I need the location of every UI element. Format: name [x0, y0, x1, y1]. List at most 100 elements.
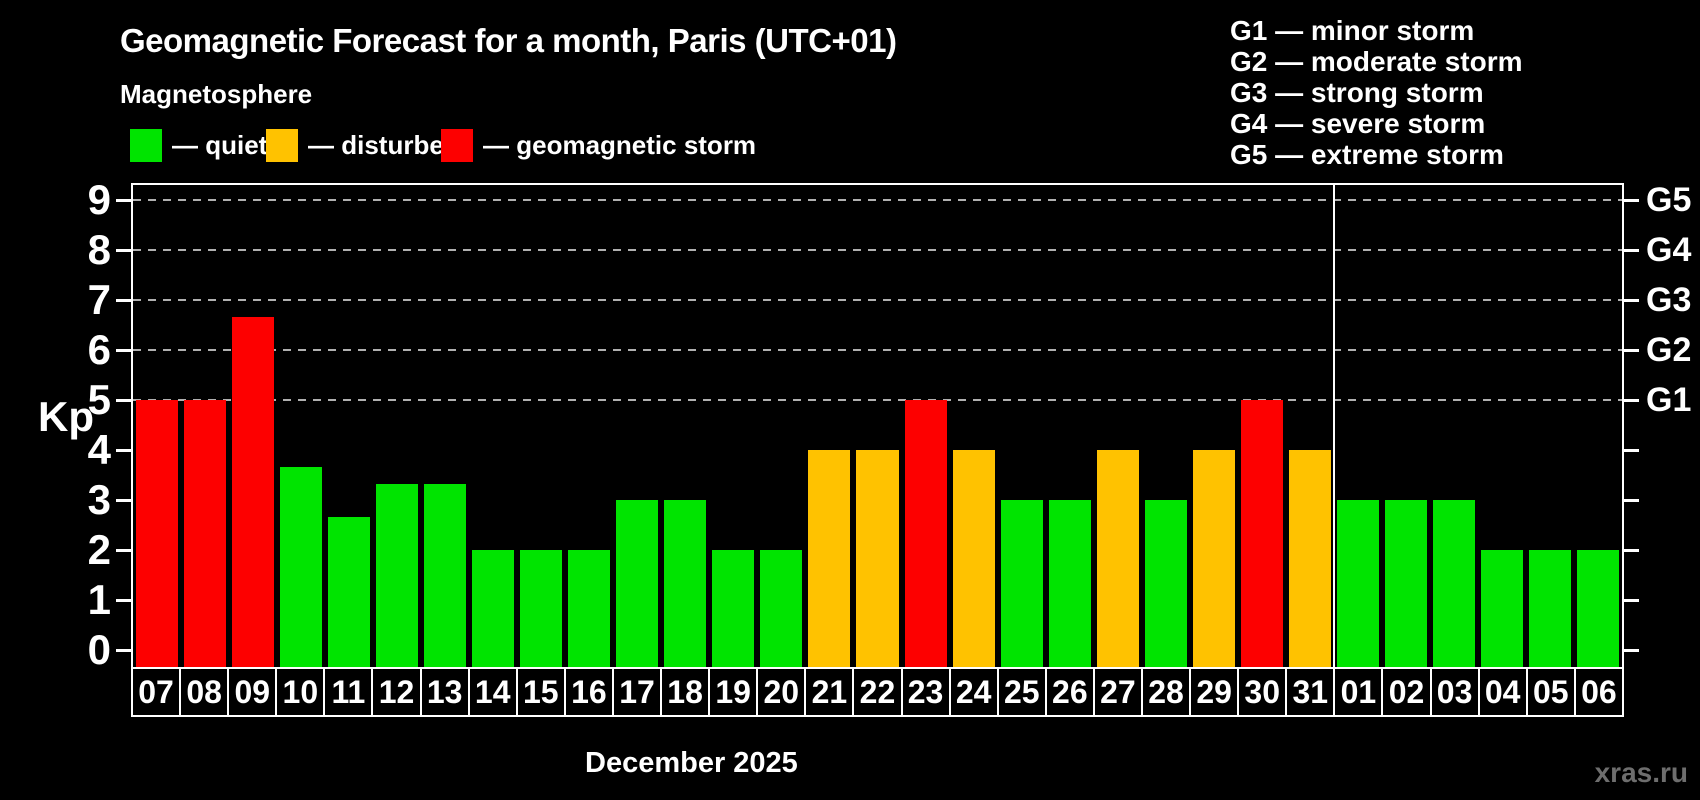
g-tick-label-g2: G2 — [1646, 331, 1692, 369]
day-label-25: 25 — [998, 669, 1047, 715]
day-label-12: 12 — [373, 669, 422, 715]
day-label-13: 13 — [421, 669, 470, 715]
day-label-21: 21 — [806, 669, 855, 715]
kp-bar-day-22 — [856, 450, 899, 667]
kp-bar-day-05 — [1528, 550, 1571, 667]
y-tick-right-3 — [1624, 499, 1639, 502]
kp-bar-day-24 — [952, 450, 995, 667]
day-label-29: 29 — [1191, 669, 1240, 715]
kp-bar-day-04 — [1480, 550, 1523, 667]
day-label-30: 30 — [1239, 669, 1288, 715]
kp-bar-day-27 — [1096, 450, 1139, 667]
kp-bar-day-13 — [424, 483, 467, 667]
x-axis-day-labels: 07 08 09 10 11 12 13 14 15 16 17 18 19 20 21 22 23 24 25 26… — [131, 667, 1624, 717]
day-label-02: 02 — [1383, 669, 1432, 715]
y-tick-left-7 — [116, 299, 131, 302]
storm-legend-label: — geomagnetic storm — [483, 130, 757, 160]
kp-bar-day-11 — [328, 516, 371, 667]
day-label-04: 04 — [1479, 669, 1528, 715]
y-tick-right-5 — [1624, 399, 1639, 402]
kp-bar-day-25 — [1000, 500, 1043, 667]
kp-bar-day-06 — [1576, 550, 1619, 667]
day-label-26: 26 — [1046, 669, 1095, 715]
y-tick-left-1 — [116, 599, 131, 602]
y-tick-left-2 — [116, 549, 131, 552]
kp-bar-day-26 — [1048, 500, 1091, 667]
y-tick-label-2: 2 — [87, 526, 111, 573]
g-tick-label-g4: G4 — [1646, 231, 1692, 269]
y-tick-label-7: 7 — [87, 276, 111, 323]
day-label-28: 28 — [1142, 669, 1192, 715]
day-label-24: 24 — [950, 669, 999, 715]
page-title: Geomagnetic Forecast for a month, Paris … — [120, 22, 897, 59]
kp-bar-day-21 — [808, 450, 851, 667]
kp-bar-day-17 — [616, 500, 659, 667]
kp-bar-day-16 — [568, 550, 611, 667]
storm-legend-swatch — [441, 129, 473, 162]
y-tick-label-5: 5 — [87, 376, 111, 423]
y-tick-right-7 — [1624, 299, 1639, 302]
y-tick-label-6: 6 — [87, 326, 111, 373]
quiet-legend-label: — quiet — [172, 130, 268, 160]
g5-legend-line: G5 — extreme storm — [1230, 139, 1504, 170]
y-tick-right-4 — [1624, 449, 1639, 452]
g1-legend-line: G1 — minor storm — [1230, 15, 1475, 46]
day-label-03: 03 — [1431, 669, 1480, 715]
y-tick-label-9: 9 — [87, 176, 111, 223]
g-tick-label-g5: G5 — [1646, 181, 1692, 219]
kp-bar-day-12 — [376, 483, 419, 667]
watermark: xras.ru — [1594, 757, 1688, 788]
kp-bar-day-09 — [232, 316, 275, 667]
kp-bar-day-07 — [136, 400, 179, 667]
g-tick-label-g3: G3 — [1646, 281, 1692, 319]
gridline-kp-7 — [133, 299, 1622, 301]
y-tick-left-5 — [116, 399, 131, 402]
day-label-17: 17 — [613, 669, 663, 715]
y-tick-right-2 — [1624, 549, 1639, 552]
y-tick-right-9 — [1624, 199, 1639, 202]
g-tick-label-g1: G1 — [1646, 381, 1692, 419]
gridline-kp-5 — [133, 399, 1622, 401]
day-label-16: 16 — [565, 669, 614, 715]
y-tick-label-3: 3 — [87, 476, 111, 523]
y-axis-title: Kp — [38, 393, 94, 440]
day-label-23: 23 — [902, 669, 951, 715]
day-label-01: 01 — [1335, 669, 1384, 715]
day-label-22: 22 — [854, 669, 903, 715]
gridline-kp-6 — [133, 349, 1622, 351]
y-tick-left-6 — [116, 349, 131, 352]
y-tick-left-9 — [116, 199, 131, 202]
kp-bar-day-02 — [1384, 500, 1427, 667]
y-tick-label-0: 0 — [87, 626, 111, 673]
day-label-15: 15 — [517, 669, 566, 715]
day-label-19: 19 — [710, 669, 759, 715]
day-label-27: 27 — [1094, 669, 1143, 715]
kp-bar-day-03 — [1432, 500, 1475, 667]
disturbed-legend-swatch — [266, 129, 298, 162]
g2-legend-line: G2 — moderate storm — [1230, 46, 1523, 77]
y-tick-right-0 — [1624, 649, 1639, 652]
disturbed-legend-label: — disturbed — [308, 130, 460, 160]
day-label-05: 05 — [1527, 669, 1576, 715]
month-separator-line — [1332, 185, 1335, 667]
y-tick-left-4 — [116, 449, 131, 452]
kp-bar-day-23 — [904, 400, 947, 667]
y-tick-left-3 — [116, 499, 131, 502]
g4-legend-line: G4 — severe storm — [1230, 108, 1486, 139]
kp-bar-day-28 — [1144, 500, 1187, 667]
day-label-14: 14 — [469, 669, 518, 715]
day-label-11: 11 — [325, 669, 374, 715]
plot-area — [131, 183, 1624, 667]
magnetosphere-label: Magnetosphere — [120, 79, 313, 109]
x-axis-month-label: December 2025 — [585, 747, 798, 779]
y-tick-right-6 — [1624, 349, 1639, 352]
day-label-18: 18 — [662, 669, 711, 715]
kp-bar-day-29 — [1192, 450, 1235, 667]
y-tick-label-1: 1 — [87, 576, 111, 623]
y-tick-label-4: 4 — [87, 426, 111, 473]
day-label-09: 09 — [229, 669, 278, 715]
day-label-08: 08 — [181, 669, 230, 715]
y-tick-right-1 — [1624, 599, 1639, 602]
day-label-07: 07 — [133, 669, 182, 715]
